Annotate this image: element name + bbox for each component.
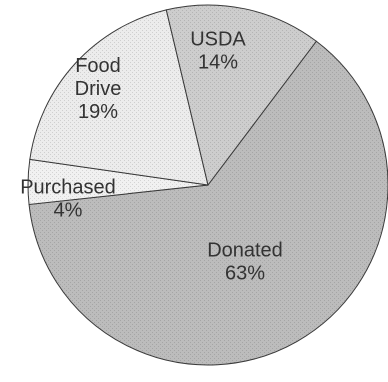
slice-name-food-drive: Food	[75, 55, 121, 77]
slice-food-drive-texture	[29, 9, 209, 186]
slice-name-purchased: Purchased	[20, 177, 116, 199]
slice-label-usda: USDA 14%	[190, 29, 246, 74]
slice-label-donated: Donated 63%	[207, 240, 283, 285]
slice-value-food-drive: 19%	[78, 101, 118, 123]
slice-donated-texture	[29, 41, 388, 365]
slice-value-donated: 63%	[225, 263, 265, 285]
slice-donated	[28, 40, 388, 366]
slice-value-usda: 14%	[198, 52, 238, 74]
slice-purchased-texture	[27, 159, 209, 205]
slice-usda-texture	[166, 5, 317, 185]
slice-name-donated: Donated	[207, 240, 283, 262]
slice-food-drive	[29, 9, 209, 186]
slice-name-food-drive: Drive	[75, 78, 122, 100]
slice-label-food-drive: Food Drive 19%	[75, 55, 122, 123]
slice-value-purchased: 4%	[54, 200, 83, 222]
slice-name-usda: USDA	[190, 29, 246, 51]
slice-usda	[165, 4, 318, 187]
slice-label-purchased: Purchased 4%	[20, 177, 116, 222]
